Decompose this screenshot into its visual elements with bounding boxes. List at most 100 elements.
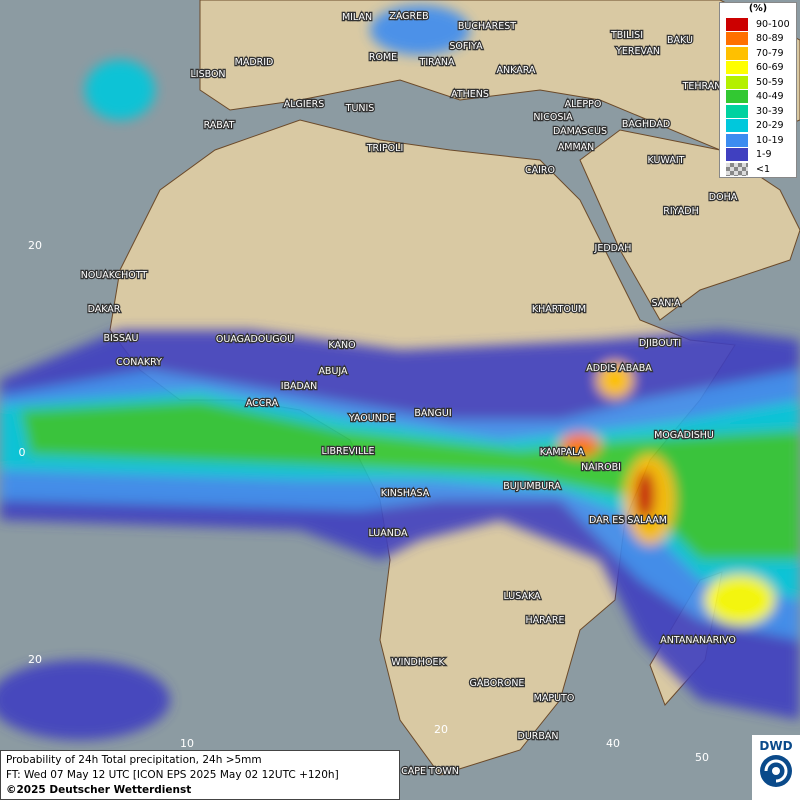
city-label: NAIROBI [581, 462, 621, 473]
legend-item: 10-19 [720, 133, 796, 148]
city-label: ACCRA [246, 398, 279, 409]
city-label: BAGHDAD [622, 119, 670, 130]
city-label: JEDDAH [594, 243, 632, 254]
city-label: DJIBOUTI [639, 338, 681, 349]
legend-swatch [726, 133, 748, 147]
legend-swatch [726, 119, 748, 133]
legend-label: 80-89 [756, 33, 784, 45]
legend-item: 90-100 [720, 17, 796, 32]
city-label: GABORONE [470, 678, 525, 689]
legend-swatch [726, 75, 748, 89]
city-label: DAMASCUS [553, 126, 607, 137]
city-label: BAKU [667, 35, 693, 46]
legend-title: (%) [748, 3, 768, 14]
city-label: ANTANANARIVO [660, 635, 736, 646]
city-label: MAPUTO [534, 693, 575, 704]
legend-item: <1 [720, 162, 796, 177]
city-label: TIRANA [419, 57, 455, 68]
city-label: LUSAKA [503, 591, 541, 602]
city-label: IBADAN [281, 381, 318, 392]
legend-label: 1-9 [756, 149, 772, 161]
city-label: WINDHOEK [391, 657, 445, 668]
legend-item: 70-79 [720, 46, 796, 61]
city-label: KINSHASA [381, 488, 430, 499]
city-label: KHARTOUM [532, 304, 586, 315]
city-label: KUWAIT [648, 155, 685, 166]
grid-label: 20 [28, 653, 42, 666]
city-label: SAN'A [652, 298, 681, 309]
footer-line: ©2025 Deutscher Wetterdienst [6, 784, 192, 796]
city-label: ATHENS [451, 89, 489, 100]
logo-icon [760, 755, 792, 787]
logo-text: DWD [759, 739, 793, 753]
legend-item: 80-89 [720, 32, 796, 47]
city-label: TBILISI [610, 30, 643, 41]
city-label: LISBON [190, 69, 225, 80]
city-label: ALGIERS [284, 99, 325, 110]
footer: Probability of 24h Total precipitation, … [0, 750, 400, 800]
city-label: NOUAKCHOTT [81, 270, 148, 281]
legend-label: 90-100 [756, 18, 790, 30]
city-label: AMMAN [558, 142, 595, 153]
city-label: ABUJA [318, 366, 348, 377]
legend-swatch [726, 90, 748, 104]
city-label: DURBAN [518, 731, 559, 742]
legend-label: 60-69 [756, 62, 784, 74]
city-label: BANGUI [414, 408, 451, 419]
grid-label: 20 [28, 239, 42, 252]
legend-swatch [726, 148, 748, 162]
legend-label: 30-39 [756, 105, 784, 117]
city-label: DOHA [709, 192, 738, 203]
legend-label: 10-19 [756, 134, 784, 146]
city-label: DAKAR [88, 304, 121, 315]
legend-label: 50-59 [756, 76, 784, 88]
city-label: ADDIS ABABA [586, 363, 652, 374]
grid-label: 50 [695, 751, 709, 764]
city-label: BISSAU [103, 333, 138, 344]
legend-item: 20-29 [720, 119, 796, 134]
grid-label: 20 [434, 723, 448, 736]
city-label: RABAT [204, 120, 235, 131]
city-label: TEHRAN [682, 81, 722, 92]
legend-label: 70-79 [756, 47, 784, 59]
city-label: TRIPOLI [366, 143, 404, 154]
city-label: YAOUNDE [348, 413, 395, 424]
footer-line: Probability of 24h Total precipitation, … [6, 754, 262, 766]
legend-item: 1-9 [720, 148, 796, 163]
precip-field [0, 5, 800, 740]
legend-swatch [726, 104, 748, 118]
logo: DWD [752, 735, 800, 800]
city-label: LIBREVILLE [321, 446, 374, 457]
city-label: CAIRO [525, 165, 555, 176]
grid-label: 10 [180, 737, 194, 750]
city-label: KANO [328, 340, 355, 351]
legend-swatch [726, 162, 748, 176]
grid-label: 0 [19, 446, 26, 459]
city-label: YEREVAN [615, 46, 660, 57]
city-label: MILAN [342, 12, 372, 23]
legend-label: 40-49 [756, 91, 784, 103]
city-label: KAMPALA [540, 447, 585, 458]
legend: (%) 90-100 80-89 70-79 60-69 50-59 40-49 30-39… [719, 2, 797, 178]
city-label: ANKARA [497, 65, 536, 76]
city-label: NICOSIA [533, 112, 573, 123]
legend-label: 20-29 [756, 120, 784, 132]
city-label: CAPE TOWN [401, 766, 459, 777]
legend-swatch [726, 46, 748, 60]
legend-swatch [726, 32, 748, 46]
legend-item: 60-69 [720, 61, 796, 76]
city-label: HARARE [526, 615, 565, 626]
city-label: TUNIS [345, 103, 375, 114]
legend-swatch [726, 61, 748, 75]
city-label: BUJUMBURA [503, 481, 561, 492]
city-label: MADRID [235, 57, 274, 68]
city-label: OUAGADOUGOU [216, 334, 294, 345]
city-label: SOFIYA [449, 41, 483, 52]
city-label: BUCHAREST [458, 21, 516, 32]
city-label: LUANDA [368, 528, 408, 539]
city-label: MOGADISHU [654, 430, 714, 441]
city-label: ZAGREB [389, 11, 428, 22]
legend-item: 30-39 [720, 104, 796, 119]
legend-swatch [726, 17, 748, 31]
